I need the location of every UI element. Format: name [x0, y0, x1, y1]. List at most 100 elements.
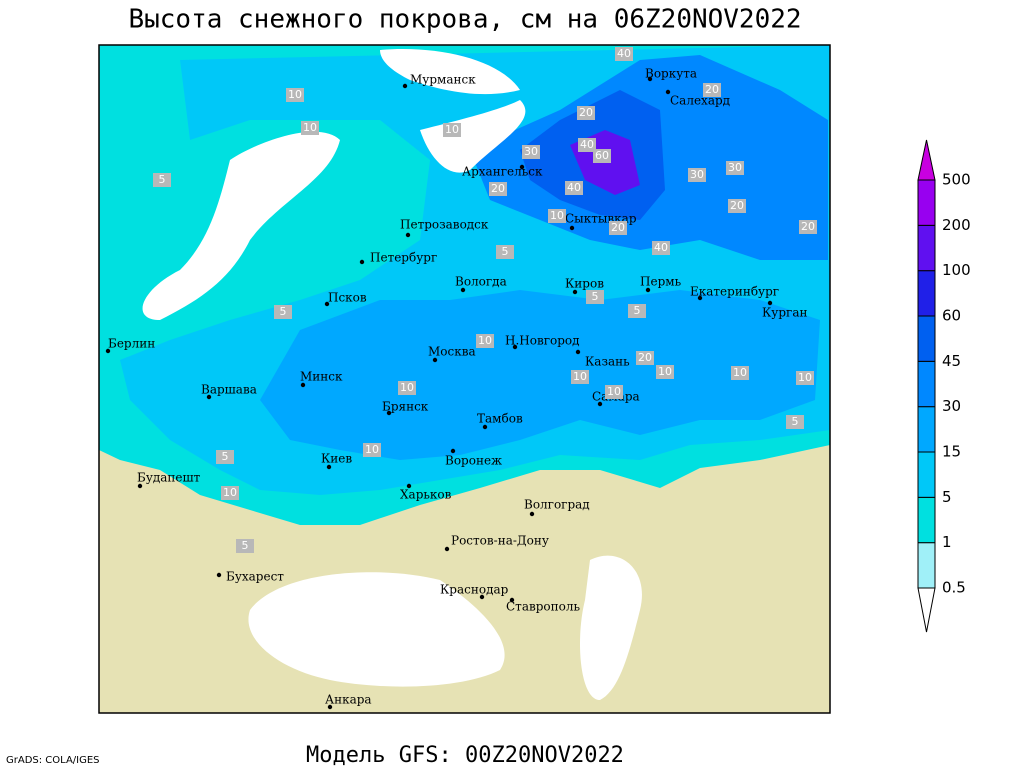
contour-label: 5: [502, 245, 509, 258]
contour-label-box: [571, 370, 589, 384]
city-dot: [529, 511, 535, 517]
city-dot: [519, 164, 525, 170]
city-dot: [386, 410, 392, 416]
contour-label-box: [609, 221, 627, 235]
contour-label: 20: [730, 199, 744, 212]
contour-label: 10: [607, 385, 621, 398]
legend-label: 500: [942, 171, 971, 189]
map-frame: [98, 44, 831, 714]
city-label: Пермь: [640, 275, 682, 289]
city-label: Псков: [328, 291, 367, 305]
contour-label-box: [728, 199, 746, 213]
city-label: Екатеринбург: [690, 285, 779, 299]
contour-label-box: [786, 415, 804, 429]
legend-band: [917, 451, 936, 498]
city-label: Будапешт: [137, 471, 201, 485]
city-dot: [402, 83, 408, 89]
contour-label: 10: [303, 121, 317, 134]
contour-label-box: [577, 106, 595, 120]
model-caption: Модель GFS: 00Z20NOV2022: [306, 743, 624, 768]
contour-label: 40: [617, 47, 631, 60]
city-dot: [359, 259, 365, 265]
city-label: Казань: [585, 355, 630, 369]
contour-label-box: [476, 334, 494, 348]
city-label: Киев: [321, 452, 352, 466]
city-dot: [216, 572, 222, 578]
city-dot: [406, 483, 412, 489]
city-dot: [324, 301, 330, 307]
city-label: Курган: [762, 306, 807, 320]
city-dot: [450, 448, 456, 454]
city-dot: [575, 349, 581, 355]
city-label: Ростов-на-Дону: [451, 534, 549, 548]
contour-label: 10: [733, 366, 747, 379]
contour-label-box: [586, 290, 604, 304]
contour-label: 20: [801, 220, 815, 233]
city-dot: [512, 344, 518, 350]
contour-label-box: [301, 121, 319, 135]
labels: Мурманск ВоркутаСалехардАрхангельскСыктыв…: [105, 47, 817, 710]
contour-label-box: [726, 161, 744, 175]
contour-label: 10: [400, 381, 414, 394]
city-dot: [697, 295, 703, 301]
city-label: Харьков: [400, 488, 452, 502]
contour-label: 10: [798, 371, 812, 384]
city-label: Петрозаводск: [400, 218, 489, 232]
contour-label: 5: [792, 415, 799, 428]
contour-label-box: [522, 145, 540, 159]
city-dot: [405, 232, 411, 238]
contour-label: 60: [595, 149, 609, 162]
city-label: Краснодар: [440, 583, 509, 597]
contour-label: 10: [365, 443, 379, 456]
city-label: Тамбов: [477, 412, 523, 426]
contour-label: 10: [445, 123, 459, 136]
contour-label-box: [605, 385, 623, 399]
city-dot: [647, 76, 653, 82]
contour-label-box: [593, 149, 611, 163]
city-dot: [572, 289, 578, 295]
city-dot: [482, 424, 488, 430]
contour-label: 5: [222, 450, 229, 463]
city-label: Воронеж: [445, 454, 502, 468]
contour-label: 40: [654, 241, 668, 254]
contour-label-box: [548, 209, 566, 223]
city-dot: [767, 300, 773, 306]
legend-band: [917, 315, 936, 362]
legend-label: 30: [942, 397, 961, 415]
contour-label: 5: [634, 304, 641, 317]
contour-label: 10: [658, 365, 672, 378]
legend-band: [917, 496, 936, 544]
city-label: Варшава: [201, 383, 257, 397]
city-label: Архангельск: [462, 165, 543, 179]
city-dot: [206, 394, 212, 400]
contour-label-box: [363, 443, 381, 457]
contour-label-box: [628, 304, 646, 318]
contour-label: 40: [567, 181, 581, 194]
city-label: Киров: [565, 277, 604, 291]
legend-band: [917, 360, 936, 408]
legend-band: [917, 224, 936, 272]
city-label: Мурманск: [410, 73, 476, 87]
legend-band: [917, 406, 936, 453]
legend-label: 200: [942, 216, 971, 234]
city-label: Волгоград: [524, 498, 590, 512]
city-label: Вологда: [455, 275, 507, 289]
contour-label-box: [731, 366, 749, 380]
legend-band: [917, 270, 936, 317]
legend-label: 15: [942, 443, 961, 461]
legend-cap: [917, 587, 936, 633]
city-label: Петербург: [370, 251, 437, 265]
city-label: Берлин: [108, 337, 155, 351]
contour-label: 20: [638, 351, 652, 364]
contour-label: 20: [705, 83, 719, 96]
contour-label: 10: [288, 88, 302, 101]
map-area: Мурманск ВоркутаСалехардАрхангельскСыктыв…: [98, 44, 831, 714]
city-label: Салехард: [670, 94, 730, 108]
contour-label: 5: [159, 173, 166, 186]
contour-label-box: [703, 83, 721, 97]
city-label: Н.Новгород: [505, 334, 580, 348]
city-label: Брянск: [382, 400, 429, 414]
city-dot: [444, 546, 450, 552]
